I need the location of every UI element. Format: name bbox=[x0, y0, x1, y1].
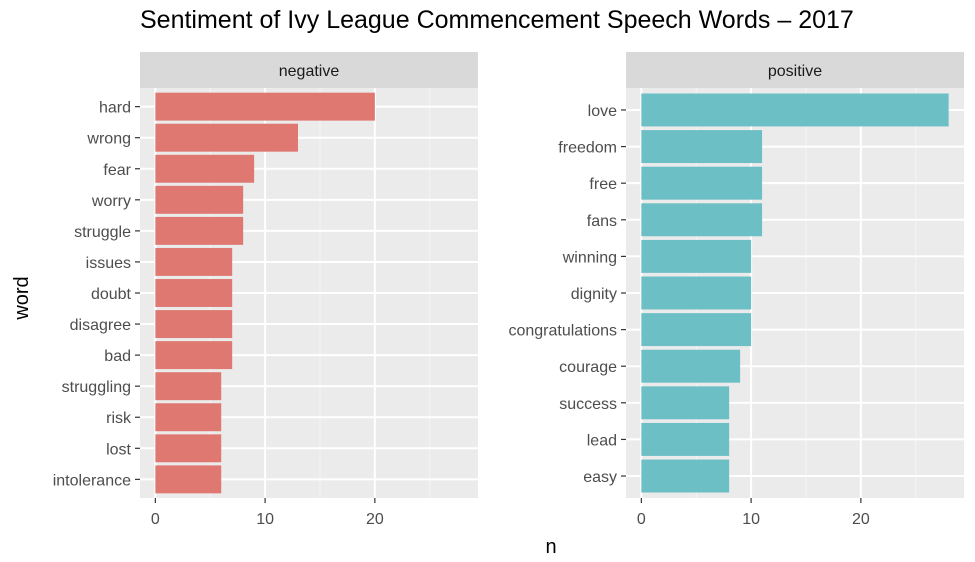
y-tick-label-easy: easy bbox=[583, 469, 617, 486]
bar-doubt bbox=[155, 279, 233, 307]
x-tick-label: 20 bbox=[366, 511, 384, 528]
y-tick-label-disagree: disagree bbox=[70, 317, 131, 334]
strip-negative bbox=[140, 52, 478, 88]
bar-fear bbox=[155, 154, 255, 183]
chart-title: Sentiment of Ivy League Commencement Spe… bbox=[140, 6, 854, 34]
bar-struggling bbox=[155, 372, 222, 401]
bar-lost bbox=[155, 434, 222, 463]
y-axis-title: word bbox=[11, 276, 33, 320]
x-tick-label: 10 bbox=[256, 511, 274, 528]
bar-easy bbox=[641, 459, 730, 493]
panel-negative: negative hard wrong fear worry struggle issues… bbox=[53, 52, 478, 528]
y-tick-label-bad: bad bbox=[104, 348, 131, 365]
y-tick-label-winning: winning bbox=[562, 249, 617, 266]
y-tick-label-fans: fans bbox=[587, 213, 617, 230]
x-axis-title: n bbox=[545, 536, 556, 558]
strip-label-positive: positive bbox=[768, 63, 822, 80]
bar-success bbox=[641, 386, 730, 420]
x-tick-label: 10 bbox=[742, 511, 760, 528]
bar-struggle bbox=[155, 216, 244, 245]
y-tick-label-struggling: struggling bbox=[62, 379, 131, 396]
x-tick-label: 20 bbox=[852, 511, 870, 528]
bar-hard bbox=[155, 92, 375, 121]
bar-lead bbox=[641, 422, 730, 456]
y-tick-label-lead: lead bbox=[587, 432, 617, 449]
bar-dignity bbox=[641, 276, 752, 310]
y-tick-label-wrong: wrong bbox=[86, 131, 131, 148]
strip-positive bbox=[626, 52, 964, 88]
bar-love bbox=[641, 93, 949, 127]
y-tick-label-congratulations: congratulations bbox=[508, 323, 617, 340]
bar-wrong bbox=[155, 123, 299, 152]
bar-congratulations bbox=[641, 313, 752, 347]
y-tick-label-issues: issues bbox=[86, 255, 131, 272]
bar-risk bbox=[155, 403, 222, 432]
bar-courage bbox=[641, 349, 741, 383]
x-tick-label: 0 bbox=[637, 511, 646, 528]
bar-disagree bbox=[155, 310, 233, 339]
y-tick-label-freedom: freedom bbox=[558, 140, 617, 157]
y-tick-label-intolerance: intolerance bbox=[53, 472, 131, 489]
y-tick-label-success: success bbox=[559, 396, 617, 413]
bar-winning bbox=[641, 239, 752, 273]
y-tick-label-courage: courage bbox=[559, 359, 617, 376]
y-tick-label-dignity: dignity bbox=[571, 286, 617, 303]
y-tick-label-hard: hard bbox=[99, 100, 131, 117]
y-tick-label-doubt: doubt bbox=[91, 286, 132, 303]
y-tick-label-risk: risk bbox=[106, 410, 132, 427]
panel-positive: positive love freedom free fans winning dignit… bbox=[508, 52, 964, 528]
y-tick-label-free: free bbox=[589, 176, 617, 193]
bar-bad bbox=[155, 341, 233, 370]
y-tick-label-lost: lost bbox=[106, 441, 131, 458]
y-tick-label-worry: worry bbox=[91, 193, 131, 210]
bar-issues bbox=[155, 247, 233, 276]
bar-free bbox=[641, 166, 763, 200]
y-tick-label-fear: fear bbox=[103, 162, 131, 179]
y-tick-label-love: love bbox=[588, 103, 617, 120]
bar-freedom bbox=[641, 130, 763, 164]
x-tick-label: 0 bbox=[151, 511, 160, 528]
strip-label-negative: negative bbox=[279, 63, 340, 80]
panels: negative hard wrong fear worry struggle issues… bbox=[53, 52, 964, 528]
bar-fans bbox=[641, 203, 763, 237]
y-tick-label-struggle: struggle bbox=[74, 224, 131, 241]
bar-intolerance bbox=[155, 465, 222, 494]
bar-worry bbox=[155, 185, 244, 214]
